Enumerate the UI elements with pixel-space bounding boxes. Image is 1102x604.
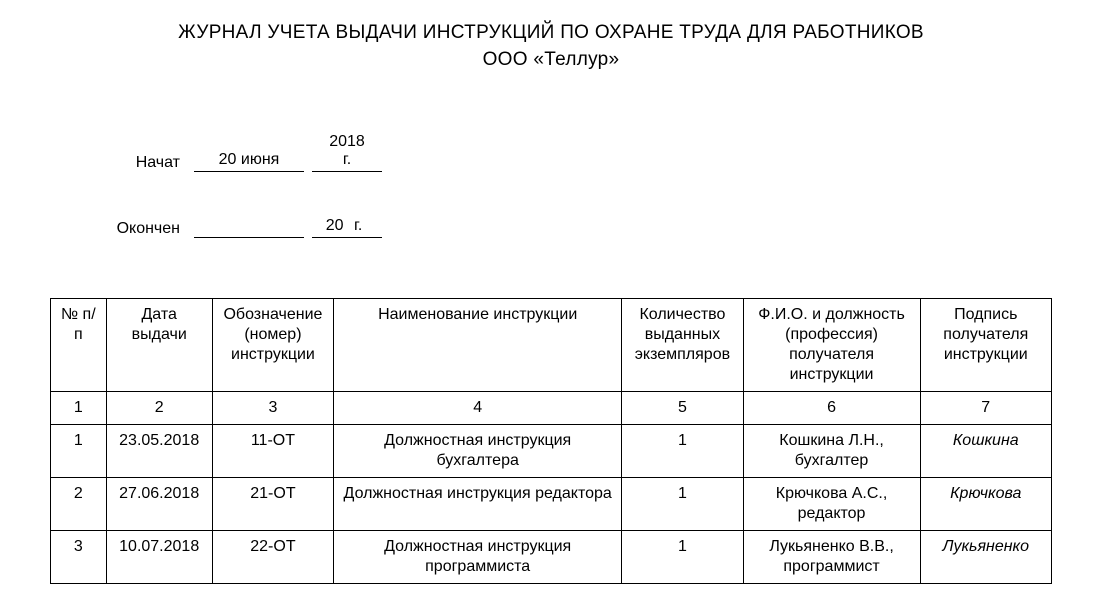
col-header-num: № п/п xyxy=(51,299,107,392)
col-header-recipient: Ф.И.О. и должность (профессия) получател… xyxy=(743,299,920,392)
colnum-4: 4 xyxy=(334,392,622,425)
table-row: 310.07.201822-ОТДолжностная инструкция п… xyxy=(51,531,1052,584)
cell-recipient: Лукьяненко В.В., программист xyxy=(743,531,920,584)
meta-dates: Начат 20 июня 2018 г. Окончен 20 г. xyxy=(110,133,1052,238)
end-date-field xyxy=(194,235,304,238)
cell-qty: 1 xyxy=(622,478,743,531)
document-title: ЖУРНАЛ УЧЕТА ВЫДАЧИ ИНСТРУКЦИЙ ПО ОХРАНЕ… xyxy=(50,20,1052,73)
cell-num: 1 xyxy=(51,425,107,478)
colnum-3: 3 xyxy=(212,392,333,425)
cell-qty: 1 xyxy=(622,531,743,584)
cell-code: 22-ОТ xyxy=(212,531,333,584)
table-row: 123.05.201811-ОТДолжностная инструкция б… xyxy=(51,425,1052,478)
end-label: Окончен xyxy=(110,220,190,238)
cell-date: 10.07.2018 xyxy=(106,531,212,584)
col-header-date: Дата выдачи xyxy=(106,299,212,392)
cell-num: 2 xyxy=(51,478,107,531)
colnum-6: 6 xyxy=(743,392,920,425)
colnum-5: 5 xyxy=(622,392,743,425)
table-header-row: № п/п Дата выдачи Обозначение (номер) ин… xyxy=(51,299,1052,392)
colnum-2: 2 xyxy=(106,392,212,425)
col-header-name: Наименование инструкции xyxy=(334,299,622,392)
cell-qty: 1 xyxy=(622,425,743,478)
title-line-1: ЖУРНАЛ УЧЕТА ВЫДАЧИ ИНСТРУКЦИЙ ПО ОХРАНЕ… xyxy=(50,20,1052,47)
end-date-row: Окончен 20 г. xyxy=(110,217,1052,238)
table-colnum-row: 1 2 3 4 5 6 7 xyxy=(51,392,1052,425)
cell-code: 21-ОТ xyxy=(212,478,333,531)
colnum-1: 1 xyxy=(51,392,107,425)
start-year-field: 2018 г. xyxy=(312,133,382,172)
cell-instruction-name: Должностная инструкция редактора xyxy=(334,478,622,531)
cell-recipient: Крючкова А.С., редактор xyxy=(743,478,920,531)
cell-instruction-name: Должностная инструкция программиста xyxy=(334,531,622,584)
cell-recipient: Кошкина Л.Н., бухгалтер xyxy=(743,425,920,478)
end-year-field: 20 г. xyxy=(312,217,382,238)
table-row: 227.06.201821-ОТДолжностная инструкция р… xyxy=(51,478,1052,531)
col-header-qty: Количество выданных экземпляров xyxy=(622,299,743,392)
title-line-2: ООО «Теллур» xyxy=(50,47,1052,74)
cell-code: 11-ОТ xyxy=(212,425,333,478)
cell-date: 27.06.2018 xyxy=(106,478,212,531)
col-header-signature: Подпись получателя инструкции xyxy=(920,299,1051,392)
colnum-7: 7 xyxy=(920,392,1051,425)
start-label: Начат xyxy=(110,154,190,172)
start-date-field: 20 июня xyxy=(194,151,304,172)
cell-num: 3 xyxy=(51,531,107,584)
journal-table: № п/п Дата выдачи Обозначение (номер) ин… xyxy=(50,298,1052,584)
cell-signature: Лукьяненко xyxy=(920,531,1051,584)
start-date-row: Начат 20 июня 2018 г. xyxy=(110,133,1052,172)
cell-signature: Крючкова xyxy=(920,478,1051,531)
col-header-code: Обозначение (номер) инструкции xyxy=(212,299,333,392)
cell-instruction-name: Должностная инструкция бухгалтера xyxy=(334,425,622,478)
cell-date: 23.05.2018 xyxy=(106,425,212,478)
cell-signature: Кошкина xyxy=(920,425,1051,478)
